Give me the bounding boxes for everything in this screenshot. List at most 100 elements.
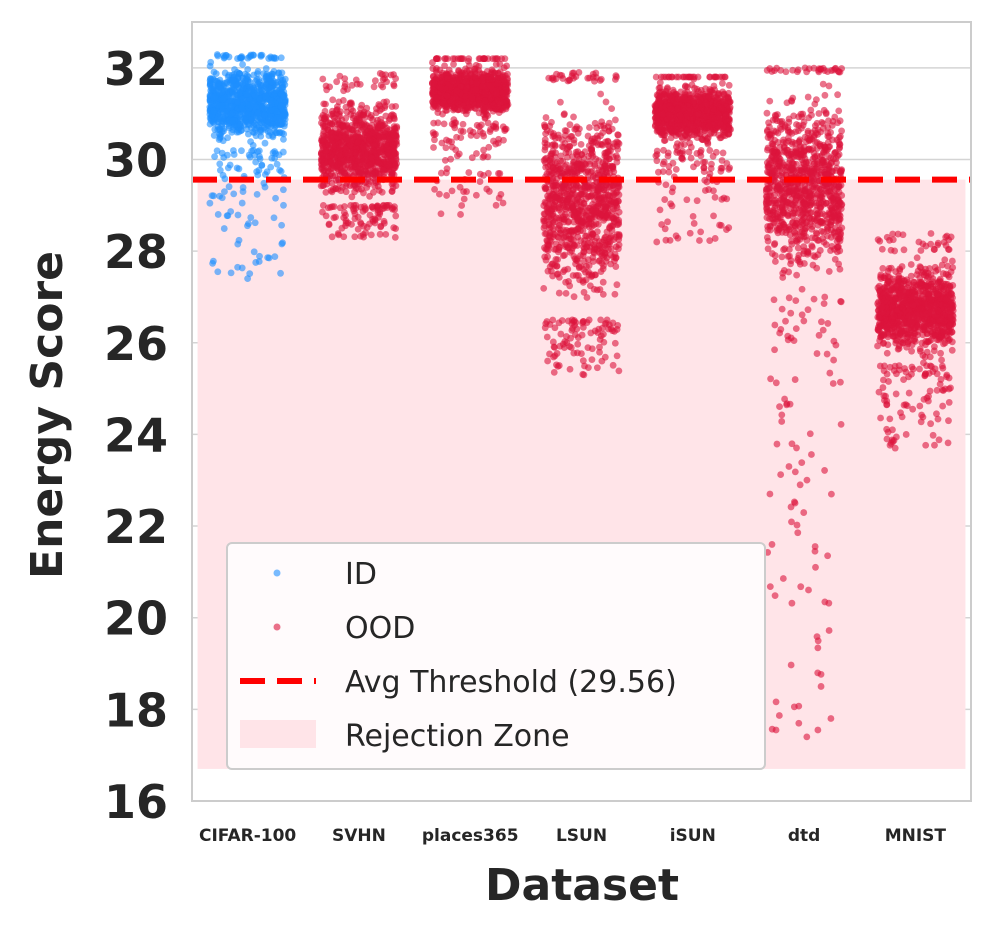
point	[605, 240, 613, 248]
point	[363, 104, 371, 112]
point	[224, 134, 231, 142]
point	[381, 104, 389, 111]
point	[219, 95, 227, 103]
point	[239, 84, 247, 92]
point	[580, 371, 588, 379]
point	[210, 132, 218, 139]
point	[277, 54, 285, 62]
point	[371, 77, 379, 85]
point	[278, 81, 286, 89]
point	[437, 84, 445, 92]
point	[206, 199, 214, 207]
point	[479, 82, 487, 90]
point	[568, 200, 576, 208]
point	[569, 244, 576, 252]
point	[372, 109, 380, 117]
point	[481, 89, 489, 96]
point	[704, 140, 712, 148]
point	[245, 220, 252, 228]
point	[214, 101, 222, 109]
point	[576, 206, 583, 214]
point	[480, 152, 488, 160]
point	[367, 114, 375, 121]
point	[542, 185, 550, 192]
point	[249, 128, 257, 136]
point	[221, 108, 229, 116]
point	[277, 167, 285, 175]
point	[247, 102, 255, 110]
point	[342, 182, 350, 190]
point	[479, 55, 487, 63]
point	[484, 112, 492, 119]
point	[268, 154, 276, 162]
point	[578, 350, 585, 357]
point	[583, 294, 591, 301]
point	[390, 150, 398, 158]
point	[261, 111, 268, 119]
point	[430, 131, 438, 139]
point	[277, 102, 285, 110]
point	[271, 148, 279, 155]
point	[544, 247, 552, 254]
point	[271, 253, 279, 261]
point	[377, 81, 385, 89]
point	[607, 260, 615, 268]
point	[267, 78, 275, 86]
point	[431, 87, 438, 95]
point	[542, 130, 550, 138]
point	[602, 202, 609, 210]
point	[328, 107, 336, 115]
point	[475, 96, 483, 104]
point	[253, 190, 261, 198]
point	[613, 352, 621, 360]
point	[228, 117, 236, 125]
point	[267, 100, 275, 108]
point	[602, 233, 609, 241]
point	[429, 65, 437, 72]
point	[702, 113, 710, 121]
point	[541, 222, 549, 230]
point	[280, 201, 287, 209]
point	[252, 158, 260, 166]
point	[376, 133, 383, 141]
point	[557, 157, 564, 165]
point	[542, 320, 550, 328]
point	[447, 155, 455, 163]
point	[214, 211, 222, 218]
point	[280, 92, 287, 100]
point	[547, 155, 555, 163]
point	[440, 120, 448, 128]
point	[443, 165, 451, 173]
point	[371, 216, 379, 224]
point	[543, 333, 551, 341]
point	[597, 75, 605, 83]
point	[441, 55, 449, 63]
point	[490, 101, 497, 109]
point	[328, 233, 336, 241]
point	[494, 139, 502, 147]
point	[596, 348, 603, 356]
point	[260, 179, 268, 187]
point	[492, 120, 499, 128]
point	[207, 84, 215, 92]
point	[577, 140, 585, 148]
point	[473, 150, 480, 157]
point	[437, 169, 445, 177]
point	[597, 316, 605, 324]
point	[570, 113, 577, 121]
point	[593, 364, 601, 372]
point	[615, 367, 623, 375]
point	[595, 208, 603, 216]
point	[455, 66, 462, 74]
point	[210, 68, 218, 76]
point	[588, 345, 596, 353]
point	[546, 122, 554, 130]
point	[218, 120, 226, 128]
point	[561, 132, 569, 139]
point	[247, 52, 255, 60]
point	[588, 356, 596, 364]
point	[553, 361, 560, 369]
point	[600, 338, 608, 346]
point	[390, 131, 398, 139]
point	[608, 105, 616, 113]
